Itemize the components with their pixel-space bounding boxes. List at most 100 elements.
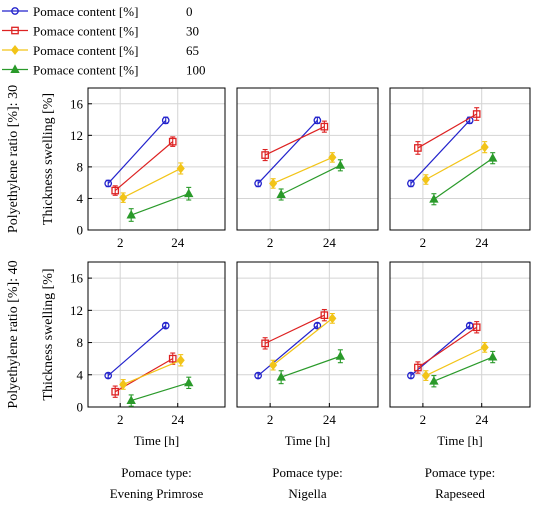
series-100 <box>276 159 346 201</box>
data-point <box>184 188 194 198</box>
xtick-label: 2 <box>267 235 274 250</box>
legend-value: 30 <box>186 24 199 39</box>
ytick-label: 16 <box>70 271 84 286</box>
series-line <box>122 167 182 199</box>
series-30 <box>414 107 481 155</box>
row-label-1: Polyethylene ratio [%]: 40 <box>6 260 21 408</box>
data-point <box>161 321 170 330</box>
panel-r1-c2: 2 24 <box>389 261 531 427</box>
series-30 <box>261 120 329 162</box>
data-point <box>111 186 120 195</box>
legend-value: 0 <box>186 4 193 19</box>
series-line <box>257 119 318 184</box>
data-point <box>276 372 286 381</box>
data-point <box>472 110 481 118</box>
data-point <box>269 360 278 371</box>
legend-label: Pomace content [%] <box>33 63 138 78</box>
data-point <box>421 370 430 381</box>
panel-r0-c1: 2 24 <box>236 87 379 250</box>
ytick-label: 0 <box>77 223 84 238</box>
ytick-label: 12 <box>70 303 83 318</box>
x-axis-label-0: Time [h] <box>134 433 179 448</box>
panel-frame <box>87 261 226 408</box>
xtick-label: 24 <box>475 235 489 250</box>
series-65 <box>269 313 337 371</box>
series-line <box>131 382 189 402</box>
ytick-label: 0 <box>77 400 84 415</box>
legend: Pomace content [%] 0 Pomace content [%] 30 P… <box>2 4 206 78</box>
series-65 <box>269 152 337 189</box>
column-label-line1-2: Pomace type: <box>425 465 495 480</box>
data-point <box>328 313 337 324</box>
panel-r0-c2: 2 24 <box>389 87 531 250</box>
data-point <box>161 116 170 125</box>
series-line <box>257 325 318 377</box>
series-line <box>264 314 325 344</box>
data-point <box>328 152 337 163</box>
series-30 <box>414 321 481 374</box>
y-axis-label-1: Thickness swelling [%] <box>41 268 56 400</box>
data-point <box>320 311 329 320</box>
data-point <box>126 209 136 219</box>
xtick-label: 24 <box>171 412 185 427</box>
data-point <box>111 387 120 396</box>
column-label-line2-1: Nigella <box>288 486 326 501</box>
series-line <box>280 355 341 378</box>
series-line <box>130 193 189 216</box>
data-point <box>488 351 498 361</box>
xtick-label: 24 <box>475 412 489 427</box>
data-point <box>269 178 278 189</box>
data-point <box>104 371 113 380</box>
data-point <box>335 160 346 169</box>
series-line <box>410 119 471 184</box>
data-point <box>414 144 422 152</box>
xtick-label: 2 <box>420 235 427 250</box>
legend-item-65: Pomace content [%] 65 <box>2 43 199 58</box>
panel-frame <box>389 261 531 408</box>
legend-marker <box>11 7 19 15</box>
series-line <box>114 141 174 192</box>
series-line <box>425 146 485 181</box>
data-point <box>313 321 322 330</box>
ytick-label: 4 <box>77 191 84 206</box>
column-label-line1-0: Pomace type: <box>121 465 191 480</box>
x-axis-label-2: Time [h] <box>437 433 482 448</box>
series-0 <box>254 321 322 380</box>
data-point <box>313 116 322 125</box>
xtick-label: 2 <box>267 412 274 427</box>
x-axis-label-1: Time [h] <box>285 433 330 448</box>
panel-grid: 0 4 8 12 16 2 24 2 24 2 24 0 4 8 12 16 2 24 2 24 2 24 <box>70 87 531 427</box>
xtick-label: 24 <box>323 235 337 250</box>
data-point <box>429 194 439 203</box>
data-point <box>104 179 113 188</box>
series-0 <box>104 321 170 380</box>
legend-label: Pomace content [%] <box>33 4 138 19</box>
series-0 <box>254 116 322 188</box>
series-line <box>107 325 167 377</box>
series-line <box>107 119 167 184</box>
row-label-0: Polyethylene ratio [%]: 30 <box>6 85 21 233</box>
data-point <box>480 342 489 353</box>
data-point <box>119 192 128 203</box>
data-point <box>320 122 329 131</box>
column-label-line2-2: Rapeseed <box>435 486 485 501</box>
series-100 <box>126 376 194 407</box>
ytick-label: 4 <box>77 367 84 382</box>
xtick-label: 2 <box>117 235 124 250</box>
series-65 <box>119 354 185 390</box>
series-0 <box>104 116 170 188</box>
data-point <box>168 137 177 146</box>
legend-marker <box>10 64 20 73</box>
legend-value: 100 <box>186 63 206 78</box>
xtick-label: 24 <box>171 235 185 250</box>
series-line <box>433 157 494 200</box>
data-point <box>176 163 185 174</box>
data-point <box>168 354 177 363</box>
series-line <box>417 113 477 149</box>
series-100 <box>429 152 498 206</box>
series-100 <box>429 350 498 388</box>
data-point <box>184 377 194 387</box>
xtick-label: 2 <box>117 412 124 427</box>
xtick-label: 2 <box>420 412 427 427</box>
panel-frame <box>236 87 379 231</box>
